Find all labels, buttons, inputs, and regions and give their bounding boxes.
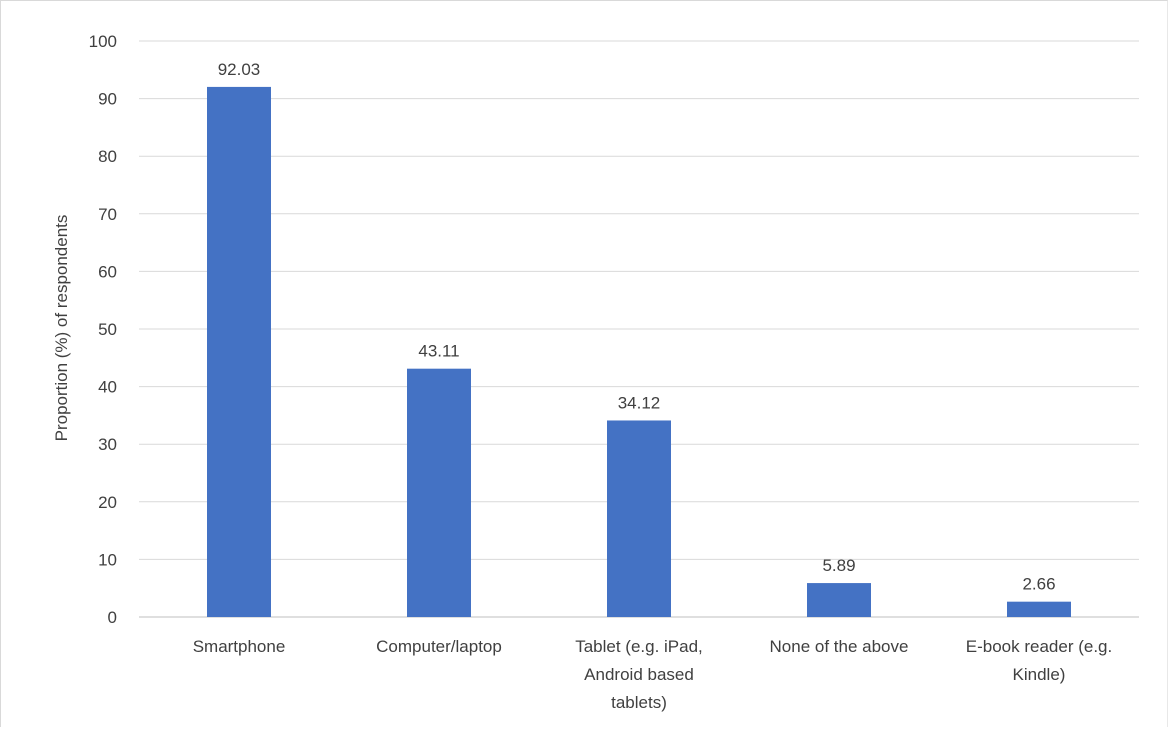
x-category-label: Tablet (e.g. iPad, <box>575 637 703 656</box>
data-label: 5.89 <box>822 556 855 575</box>
y-tick-label: 100 <box>89 32 117 51</box>
x-category-label: None of the above <box>770 637 909 656</box>
y-tick-label: 70 <box>98 205 117 224</box>
x-category-label: Computer/laptop <box>376 637 502 656</box>
y-tick-label: 90 <box>98 90 117 109</box>
y-tick-label: 10 <box>98 550 117 569</box>
y-tick-label: 40 <box>98 378 117 397</box>
bar <box>1007 601 1071 617</box>
y-tick-label: 80 <box>98 147 117 166</box>
x-category-label: Android based <box>584 665 694 684</box>
data-labels: 92.03 43.11 34.12 5.89 2.66 <box>218 60 1056 594</box>
y-tick-label: 0 <box>108 608 117 627</box>
data-label: 2.66 <box>1022 575 1055 594</box>
bars <box>207 86 1071 617</box>
x-category-label: E-book reader (e.g. <box>966 637 1112 656</box>
y-tick-label: 50 <box>98 320 117 339</box>
y-tick-label: 20 <box>98 493 117 512</box>
y-tick-label: 30 <box>98 435 117 454</box>
y-axis-title: Proportion (%) of respondents <box>52 215 71 442</box>
bar <box>607 420 671 617</box>
data-label: 34.12 <box>618 393 661 412</box>
bar <box>407 368 471 617</box>
x-category-label: Kindle) <box>1013 665 1066 684</box>
x-category-label: tablets) <box>611 693 667 712</box>
data-label: 92.03 <box>218 60 261 79</box>
bar <box>807 583 871 617</box>
x-axis-categories: Smartphone Computer/laptop Tablet (e.g. iP… <box>193 637 1113 712</box>
data-label: 43.11 <box>418 342 459 361</box>
y-tick-label: 60 <box>98 262 117 281</box>
bar <box>207 86 271 617</box>
x-category-label: Smartphone <box>193 637 286 656</box>
y-axis-ticks: 0 10 20 30 40 50 60 70 80 90 100 <box>89 32 117 627</box>
gridlines <box>139 40 1139 618</box>
